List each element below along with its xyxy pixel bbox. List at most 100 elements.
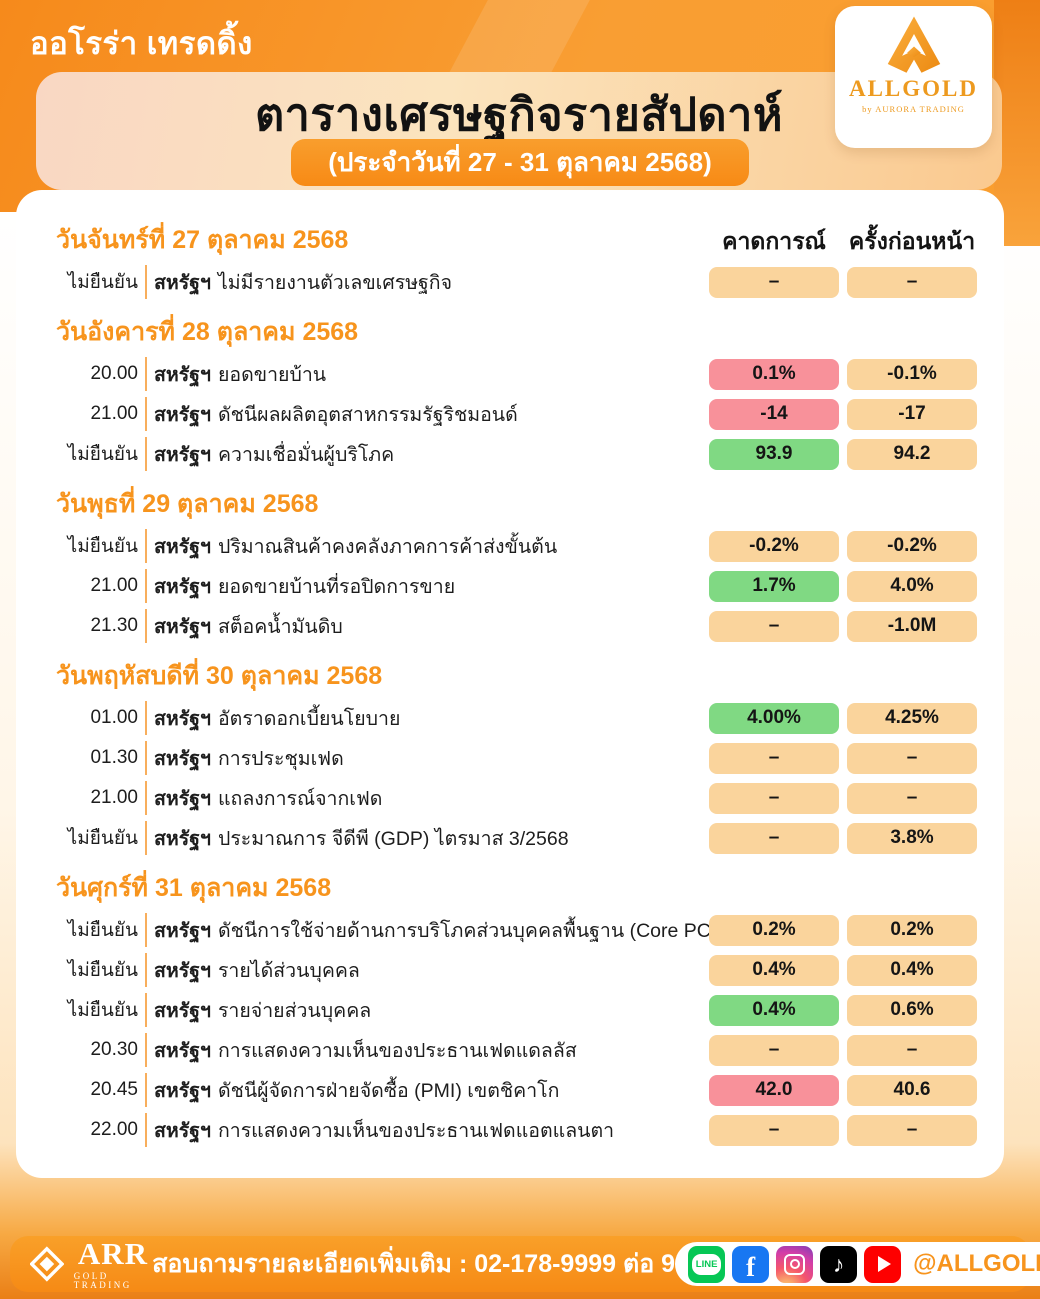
event-time: ไม่ยืนยัน bbox=[67, 960, 138, 981]
event-time: 20.45 bbox=[90, 1079, 138, 1100]
previous-value: 40.6 bbox=[847, 1074, 977, 1106]
previous-value: -17 bbox=[847, 398, 977, 430]
forecast-value: – bbox=[709, 742, 839, 774]
divider-line bbox=[145, 741, 147, 775]
day-section: วันพุธที่ 29 ตุลาคม 2568 ไม่ยืนยัน สหรัฐฯป… bbox=[56, 484, 977, 646]
divider-line bbox=[145, 1073, 147, 1107]
facebook-icon[interactable]: f bbox=[732, 1245, 770, 1283]
event-time: ไม่ยืนยัน bbox=[67, 920, 138, 941]
divider-line bbox=[145, 953, 147, 987]
event-country: สหรัฐฯ bbox=[154, 707, 211, 730]
section-header-row: วันพุธที่ 29 ตุลาคม 2568 bbox=[56, 484, 977, 520]
previous-value: – bbox=[847, 1114, 977, 1146]
table-row: 01.30 สหรัฐฯ การประชุมเฟด – – bbox=[56, 738, 977, 778]
day-section: วันจันทร์ที่ 27 ตุลาคม 2568 คาดการณ์ ครั้ง… bbox=[56, 220, 977, 302]
arr-logo: ARR GOLD TRADING bbox=[30, 1238, 152, 1290]
event-time: ไม่ยืนยัน bbox=[67, 828, 138, 849]
divider-line bbox=[145, 913, 147, 947]
previous-value: – bbox=[847, 266, 977, 298]
event-description: สหรัฐฯ สต็อคน้ำมันดิบ bbox=[154, 615, 343, 638]
event-country: สหรัฐฯ bbox=[154, 443, 211, 466]
event-country: สหรัฐฯ bbox=[154, 615, 211, 638]
event-description: สหรัฐฯ การประชุมเฟด bbox=[154, 747, 344, 770]
forecast-value: 42.0 bbox=[709, 1074, 839, 1106]
contact-text: สอบถามรายละเอียดเพิ่มเติม : 02-178-9999 … bbox=[152, 1250, 676, 1278]
forecast-value: – bbox=[709, 610, 839, 642]
table-row: ไม่ยืนยัน สหรัฐฯ ดัชนีการใช้จ่ายด้านการบริ… bbox=[56, 910, 977, 950]
event-country: สหรัฐฯ bbox=[154, 575, 211, 598]
divider-line bbox=[145, 265, 147, 299]
divider-line bbox=[145, 437, 147, 471]
event-description: สหรัฐฯ ไม่มีรายงานตัวเลขเศรษฐกิจ bbox=[154, 271, 453, 294]
day-section: วันศุกร์ที่ 31 ตุลาคม 2568 ไม่ยืนยัน สหรัฐ… bbox=[56, 868, 977, 1150]
divider-line bbox=[145, 529, 147, 563]
section-header-row: วันอังคารที่ 28 ตุลาคม 2568 bbox=[56, 312, 977, 348]
date-range-badge: (ประจำวันที่ 27 - 31 ตุลาคม 2568) bbox=[291, 139, 749, 186]
event-description: สหรัฐฯ ปริมาณสินค้าคงคลังภาคการค้าส่งขั้น… bbox=[154, 535, 558, 558]
event-country: สหรัฐฯ bbox=[154, 827, 211, 850]
forecast-value: 1.7% bbox=[709, 570, 839, 602]
forecast-value: 0.4% bbox=[709, 954, 839, 986]
allgold-logo-byline: by AURORA TRADING bbox=[862, 104, 965, 114]
social-pill: LINE f ♪ @ALLGOLD bbox=[675, 1242, 1040, 1286]
table-row: 21.00 สหรัฐฯ ยอดขายบ้านที่รอปิดการขาย 1.7% 4… bbox=[56, 566, 977, 606]
previous-value: -0.2% bbox=[847, 530, 977, 562]
event-description: สหรัฐฯ แถลงการณ์จากเฟด bbox=[154, 787, 383, 810]
divider-line bbox=[145, 569, 147, 603]
divider-line bbox=[145, 609, 147, 643]
content-card: วันจันทร์ที่ 27 ตุลาคม 2568 คาดการณ์ ครั้ง… bbox=[16, 190, 1004, 1178]
tiktok-icon[interactable]: ♪ bbox=[820, 1245, 858, 1283]
previous-value: 4.0% bbox=[847, 570, 977, 602]
forecast-value: – bbox=[709, 266, 839, 298]
table-row: 21.30 สหรัฐฯ สต็อคน้ำมันดิบ – -1.0M bbox=[56, 606, 977, 646]
table-row: 20.00 สหรัฐฯ ยอดขายบ้าน 0.1% -0.1% bbox=[56, 354, 977, 394]
event-country: สหรัฐฯ bbox=[154, 1039, 211, 1062]
divider-line bbox=[145, 821, 147, 855]
event-time: 21.30 bbox=[90, 615, 138, 636]
arr-logo-text: ARR bbox=[77, 1236, 149, 1271]
column-header-forecast: คาดการณ์ bbox=[722, 228, 826, 254]
table-row: 01.00 สหรัฐฯ อัตราดอกเบี้ยนโยบาย 4.00% 4.25% bbox=[56, 698, 977, 738]
divider-line bbox=[145, 781, 147, 815]
previous-value: 0.2% bbox=[847, 914, 977, 946]
event-country: สหรัฐฯ bbox=[154, 363, 211, 386]
column-header-previous: ครั้งก่อนหน้า bbox=[848, 228, 976, 254]
event-time: ไม่ยืนยัน bbox=[67, 1000, 138, 1021]
arr-logo-sub: GOLD TRADING bbox=[73, 1271, 132, 1290]
social-handle: @ALLGOLD bbox=[913, 1250, 1040, 1277]
event-description: สหรัฐฯ ดัชนีผลผลิตอุตสาหกรรมรัฐริชมอนด์ bbox=[154, 403, 518, 426]
section-header-row: วันศุกร์ที่ 31 ตุลาคม 2568 bbox=[56, 868, 977, 904]
table-row: 21.00 สหรัฐฯ ดัชนีผลผลิตอุตสาหกรรมรัฐริชมอ… bbox=[56, 394, 977, 434]
previous-value: – bbox=[847, 782, 977, 814]
previous-value: 3.8% bbox=[847, 822, 977, 854]
table-row: 21.00 สหรัฐฯ แถลงการณ์จากเฟด – – bbox=[56, 778, 977, 818]
divider-line bbox=[145, 397, 147, 431]
event-country: สหรัฐฯ bbox=[154, 959, 211, 982]
table-row: ไม่ยืนยัน สหรัฐฯ รายได้ส่วนบุคคล 0.4% 0.4% bbox=[56, 950, 977, 990]
event-time: ไม่ยืนยัน bbox=[67, 536, 138, 557]
brand-badge: ออโรร่า เทรดดิ้ง bbox=[30, 26, 253, 61]
allgold-logo-text: ALLGOLD bbox=[848, 76, 979, 101]
event-country: สหรัฐฯ bbox=[154, 787, 211, 810]
forecast-value: – bbox=[709, 782, 839, 814]
event-time: 20.30 bbox=[90, 1039, 138, 1060]
event-time: 21.00 bbox=[90, 575, 138, 596]
event-description: สหรัฐฯ ดัชนีการใช้จ่ายด้านการบริโภคส่วนบุ… bbox=[154, 919, 709, 942]
event-country: สหรัฐฯ bbox=[154, 403, 211, 426]
youtube-icon[interactable] bbox=[864, 1245, 902, 1283]
divider-line bbox=[145, 993, 147, 1027]
event-description: สหรัฐฯ การแสดงความเห็นของประธานเฟดแดลลัส bbox=[154, 1039, 577, 1062]
event-description: สหรัฐฯ ดัชนีผู้จัดการฝ่ายจัดซื้อ (PMI) เข… bbox=[154, 1079, 560, 1102]
event-country: สหรัฐฯ bbox=[154, 999, 211, 1022]
section-header-row: วันพฤหัสบดีที่ 30 ตุลาคม 2568 bbox=[56, 656, 977, 692]
instagram-icon[interactable] bbox=[776, 1245, 814, 1283]
forecast-value: 0.2% bbox=[709, 914, 839, 946]
section-header-row: วันจันทร์ที่ 27 ตุลาคม 2568 คาดการณ์ ครั้ง… bbox=[56, 220, 977, 256]
previous-value: -0.1% bbox=[847, 358, 977, 390]
footer-bar: ARR GOLD TRADING สอบถามรายละเอียดเพิ่มเต… bbox=[10, 1236, 1040, 1292]
section-date: วันพุธที่ 29 ตุลาคม 2568 bbox=[56, 490, 319, 518]
event-description: สหรัฐฯ ความเชื่อมั่นผู้บริโภค bbox=[154, 443, 395, 466]
line-icon[interactable]: LINE bbox=[688, 1245, 726, 1283]
previous-value: -1.0M bbox=[847, 610, 977, 642]
forecast-value: – bbox=[709, 1114, 839, 1146]
